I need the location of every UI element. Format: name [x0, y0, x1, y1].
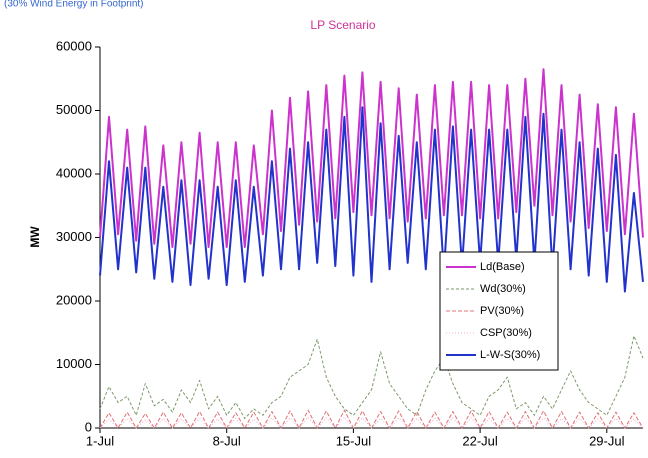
series-line [99, 106, 644, 293]
legend-label: Ld(Base) [480, 261, 525, 273]
x-tick-label: 22-Jul [462, 433, 498, 448]
legend-label: L-W-S(30%) [480, 349, 540, 361]
y-axis-label: MW [28, 226, 42, 248]
y-tick-label: 0 [85, 419, 92, 434]
x-tick-label: 15-Jul [336, 433, 372, 448]
y-tick-label: 60000 [56, 38, 92, 53]
x-tick-label: 8-Jul [213, 433, 241, 448]
y-tick-label: 10000 [56, 356, 92, 371]
legend-label: PV(30%) [480, 305, 524, 317]
x-tick-label: 1-Jul [86, 433, 114, 448]
y-tick-label: 50000 [56, 102, 92, 117]
y-tick-label: 30000 [56, 229, 92, 244]
series-line [99, 416, 644, 429]
legend-label: CSP(30%) [480, 327, 532, 339]
y-tick-label: 20000 [56, 292, 92, 307]
x-tick-label: 29-Jul [589, 433, 625, 448]
chart-title: LP Scenario [310, 18, 375, 32]
chart-subtitle: (30% Wind Energy in Footprint) [4, 0, 144, 10]
legend-label: Wd(30%) [480, 283, 526, 295]
y-tick-label: 40000 [56, 165, 92, 180]
series-line [99, 335, 644, 419]
series-line [99, 68, 644, 248]
series-line [99, 409, 644, 429]
